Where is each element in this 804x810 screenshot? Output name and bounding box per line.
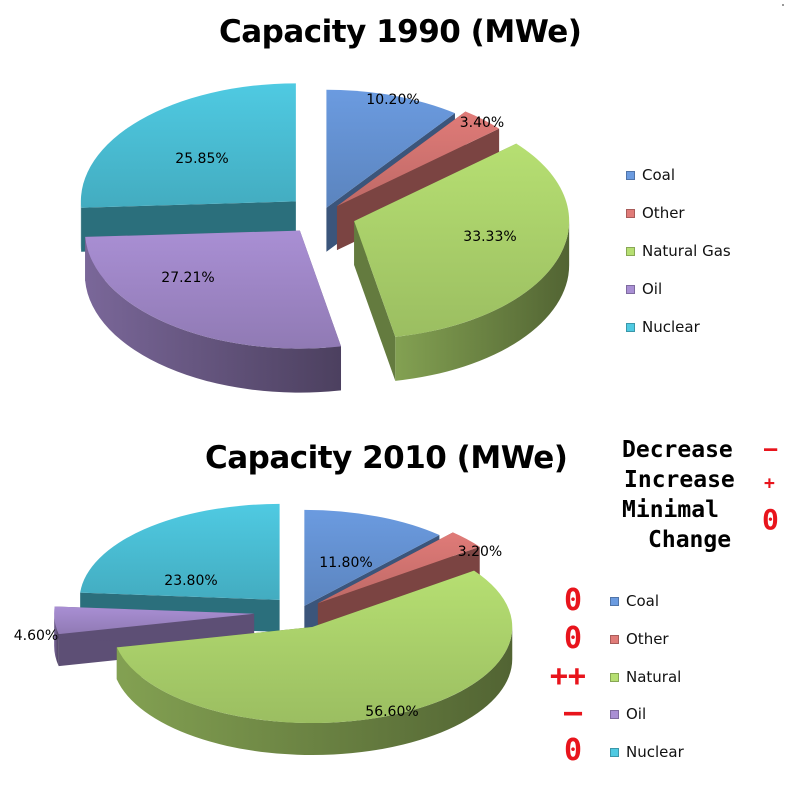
pie-2010: 11.80% 3.20% 56.60% 4.60% 23.80%: [14, 503, 513, 756]
legend-label-coal: Coal: [642, 166, 676, 184]
pie-top: [80, 83, 296, 208]
legend-label-natural-gas: Natural Gas: [642, 242, 731, 260]
legend-item-nuclear: Nuclear: [626, 318, 700, 336]
pie-top: [326, 89, 455, 208]
data-label-oil-1990: 27.21%: [161, 270, 214, 286]
pie-wall: [354, 221, 396, 381]
key-minimal-label: Minimal: [622, 497, 719, 523]
data-label-coal-2010: 11.80%: [319, 555, 372, 571]
pie-side: [85, 236, 342, 393]
legend-swatch-oil-2010: [610, 709, 619, 719]
pie-top: [80, 503, 280, 600]
legend-swatch-oil: [626, 284, 635, 294]
legend-swatch-nuclear-2010: [610, 747, 619, 757]
pie-top: [304, 509, 440, 606]
legend-item-natural-2010: Natural: [610, 668, 681, 686]
legend-swatch-nuclear: [626, 322, 635, 332]
pie-top: [116, 570, 513, 724]
pie-top: [54, 606, 255, 635]
legend-label-natural-2010: Natural: [626, 668, 682, 686]
legend-label-nuclear-2010: Nuclear: [626, 743, 684, 761]
legend-swatch-natural-gas: [626, 246, 635, 256]
key-increase-symbol: +: [764, 473, 775, 494]
pie-side: [395, 221, 570, 381]
key-minimal-symbol: 0: [762, 503, 779, 536]
corner-mark: [782, 4, 784, 6]
legend-swatch-coal: [626, 170, 635, 180]
legend-label-other: Other: [642, 204, 685, 222]
key-decrease-label: Decrease: [622, 437, 733, 463]
pie-1990: 10.20% 3.40% 33.33% 27.21% 25.85%: [80, 83, 570, 393]
key-change-label: Change: [648, 527, 732, 553]
pie-side: [54, 613, 59, 667]
data-label-nuclear-2010: 23.80%: [164, 573, 217, 589]
data-label-natural-2010: 56.60%: [365, 704, 418, 720]
data-label-other-1990: 3.40%: [460, 115, 504, 131]
chart-title-2010: Capacity 2010 (MWe): [205, 440, 568, 476]
legend-item-coal-2010: Coal: [610, 592, 659, 610]
key-increase-label: Increase: [624, 467, 735, 493]
data-label-nuclear-1990: 25.85%: [175, 151, 228, 167]
legend-label-nuclear: Nuclear: [642, 318, 700, 336]
legend-item-natural-gas: Natural Gas: [626, 242, 731, 260]
data-label-oil-2010: 4.60%: [14, 628, 58, 644]
legend-swatch-other-2010: [610, 634, 619, 644]
legend-item-nuclear-2010: Nuclear: [610, 743, 684, 761]
legend-swatch-other: [626, 208, 635, 218]
pie-slice-nuclear-1990: [80, 83, 296, 252]
pie-slice-natural-1990: [354, 143, 570, 381]
legend-swatch-coal-2010: [610, 596, 619, 606]
change-mark-oil: –: [563, 695, 582, 730]
pie-top: [354, 143, 570, 337]
pie-top: [85, 230, 342, 349]
pie-slice-oil-2010: [54, 606, 255, 667]
pie-top: [336, 111, 500, 207]
pie-side: [116, 627, 513, 756]
change-mark-other: 0: [563, 621, 582, 656]
data-label-coal-1990: 10.20%: [366, 92, 419, 108]
change-mark-nuclear: 0: [563, 733, 582, 768]
legend-item-other-2010: Other: [610, 630, 669, 648]
change-mark-natural: ++: [549, 659, 586, 694]
legend-label-oil: Oil: [642, 280, 663, 298]
pie-slice-oil-1990: [85, 230, 342, 393]
data-label-natural-1990: 33.33%: [463, 229, 516, 245]
legend-label-other-2010: Other: [626, 630, 669, 648]
legend-label-oil-2010: Oil: [626, 705, 647, 723]
change-mark-coal: 0: [563, 583, 582, 618]
legend-item-coal: Coal: [626, 166, 675, 184]
legend-label-coal-2010: Coal: [626, 592, 660, 610]
legend-item-oil-2010: Oil: [610, 705, 646, 723]
pie-top: [317, 532, 480, 604]
pie-slice-natural-2010: [116, 570, 513, 756]
legend-item-oil: Oil: [626, 280, 662, 298]
legend-swatch-natural-2010: [610, 672, 619, 682]
legend-item-other: Other: [626, 204, 685, 222]
data-label-other-2010: 3.20%: [458, 544, 502, 560]
chart-title-1990: Capacity 1990 (MWe): [219, 14, 582, 50]
key-decrease-symbol: –: [764, 437, 778, 462]
